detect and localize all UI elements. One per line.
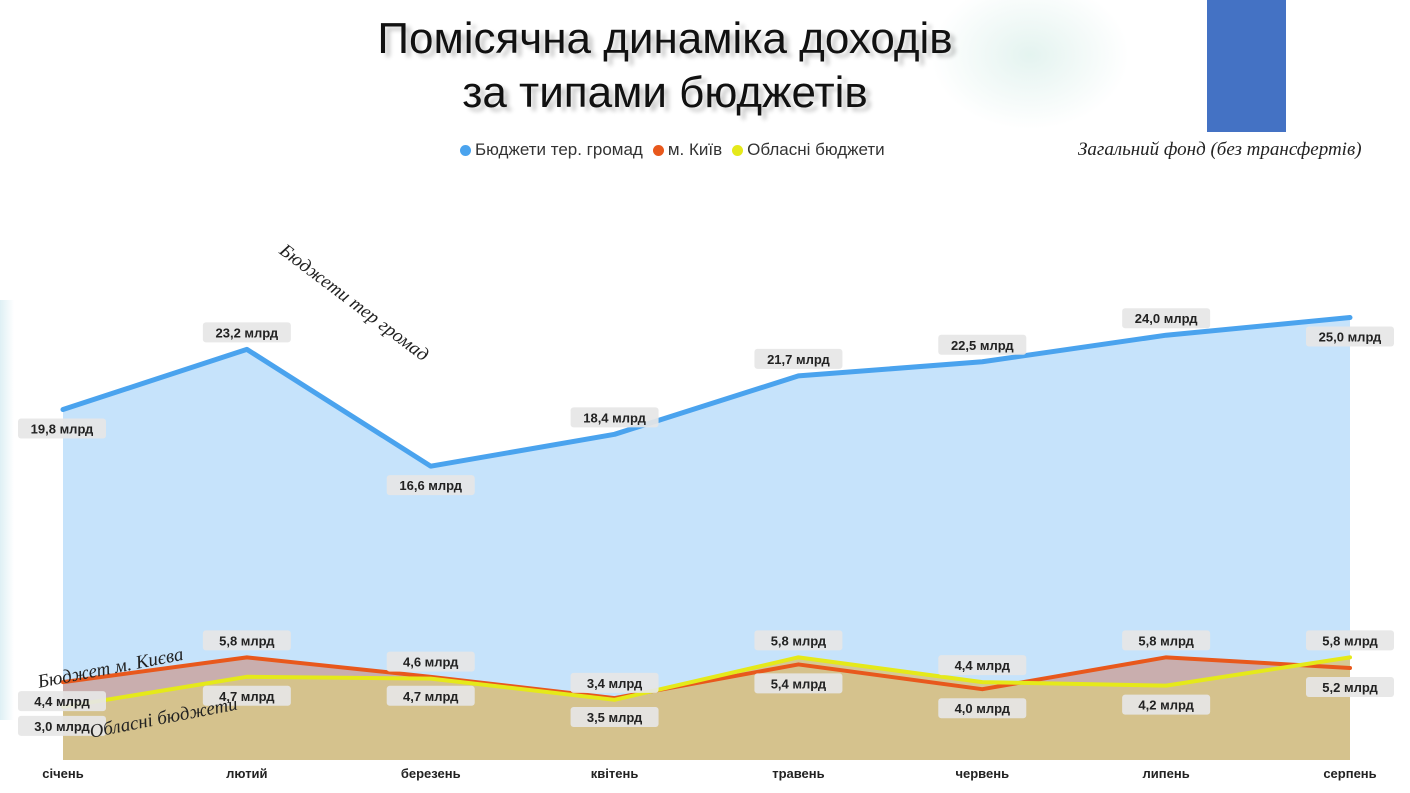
- legend-item-oblast: Обласні бюджети: [732, 140, 885, 160]
- legend-marker-kyiv: [652, 144, 664, 156]
- chart-legend: Бюджети тер. громад м. Київ Обласні бюдж…: [460, 140, 895, 160]
- line-hromady: [60, 315, 1353, 469]
- line-kyiv: [61, 655, 1352, 701]
- data-label-hromady-4: 18,4 млрд: [583, 410, 646, 425]
- data-label-oblast-4: 3,4 млрд: [587, 676, 643, 691]
- data-label-oblast-6: 4,4 млрд: [955, 658, 1011, 673]
- data-label-kyiv-8-box: [1306, 676, 1394, 697]
- data-label-oblast-4-box: [570, 672, 659, 693]
- data-label-kyiv-3-box: [386, 685, 475, 706]
- legend-item-kyiv: м. Київ: [652, 140, 723, 160]
- background-edge: [0, 300, 14, 720]
- data-label-kyiv-1: 4,4 млрд: [34, 694, 90, 709]
- x-tick-label-4: квітень: [591, 766, 639, 781]
- data-label-kyiv-7-box: [1122, 630, 1211, 651]
- data-label-oblast-7: 4,2 млрд: [1138, 698, 1194, 713]
- data-label-oblast-5-box: [754, 630, 843, 651]
- x-tick-label-8: серпень: [1323, 766, 1376, 781]
- page-title: Помісячна динаміка доходів за типами бюд…: [300, 12, 1030, 120]
- data-label-oblast-8: 5,8 млрд: [1322, 633, 1378, 648]
- data-label-hromady-5: 21,7 млрд: [767, 352, 830, 367]
- data-label-oblast-2-box: [202, 685, 291, 706]
- data-label-hromady-3: 16,6 млрд: [399, 478, 462, 493]
- data-label-hromady-8: 25,0 млрд: [1319, 330, 1382, 345]
- data-label-hromady-8-box: [1306, 326, 1394, 347]
- legend-label-hromady: Бюджети тер. громад: [475, 140, 643, 159]
- legend-label-kyiv: м. Київ: [667, 140, 723, 159]
- data-label-oblast-3-box: [386, 651, 475, 672]
- legend-marker-hromady: [460, 144, 471, 156]
- data-label-hromady-1: 19,8 млрд: [31, 422, 94, 437]
- x-tick-label-7: липень: [1143, 766, 1190, 781]
- data-label-oblast-2: 4,7 млрд: [219, 689, 275, 704]
- data-label-kyiv-1-box: [18, 691, 106, 712]
- chart-subtitle: Загальний фонд (без трансфертів): [1078, 139, 1362, 160]
- data-label-kyiv-3: 4,7 млрд: [403, 689, 459, 704]
- accent-rectangle: [1207, 0, 1286, 132]
- data-label-kyiv-4-box: [570, 707, 659, 728]
- data-label-hromady-4-box: [570, 407, 659, 428]
- line-oblast: [61, 655, 1352, 709]
- x-tick-label-5: травень: [772, 766, 824, 781]
- title-line-2: за типами бюджетів: [462, 68, 868, 117]
- data-label-kyiv-8: 5,2 млрд: [1322, 680, 1378, 695]
- data-label-hromady-6-box: [938, 334, 1027, 355]
- data-label-kyiv-6-box: [938, 698, 1027, 719]
- x-tick-label-2: лютий: [226, 766, 267, 781]
- data-label-hromady-6: 22,5 млрд: [951, 338, 1014, 353]
- data-label-oblast-8-box: [1306, 630, 1394, 651]
- data-label-hromady-3-box: [386, 475, 475, 496]
- legend-item-hromady: Бюджети тер. громад: [460, 140, 643, 160]
- data-label-kyiv-4: 3,5 млрд: [587, 710, 643, 725]
- x-tick-label-6: червень: [955, 766, 1009, 781]
- data-label-kyiv-7: 5,8 млрд: [1138, 633, 1194, 648]
- data-label-hromady-2: 23,2 млрд: [216, 325, 279, 340]
- area-hromady: [63, 317, 1350, 760]
- x-tick-label-3: березень: [401, 766, 461, 781]
- data-label-oblast-6-box: [938, 655, 1027, 676]
- data-label-kyiv-2-box: [202, 630, 291, 651]
- data-label-kyiv-6: 4,0 млрд: [955, 701, 1011, 716]
- data-label-hromady-7: 24,0 млрд: [1135, 311, 1198, 326]
- data-label-oblast-5: 5,8 млрд: [771, 633, 827, 648]
- data-label-oblast-7-box: [1122, 694, 1211, 715]
- data-label-oblast-1-box: [18, 715, 106, 736]
- background-glow: [930, 0, 1130, 130]
- legend-label-oblast: Обласні бюджети: [747, 140, 885, 159]
- data-label-hromady-7-box: [1122, 308, 1211, 329]
- data-label-oblast-1: 3,0 млрд: [34, 719, 90, 734]
- data-label-hromady-5-box: [754, 348, 843, 369]
- legend-marker-oblast: [732, 144, 744, 156]
- data-label-hromady-2-box: [202, 322, 291, 343]
- data-label-kyiv-5: 5,4 млрд: [771, 676, 827, 691]
- data-label-hromady-1-box: [18, 418, 106, 439]
- data-label-kyiv-2: 5,8 млрд: [219, 633, 275, 648]
- data-label-oblast-3: 4,6 млрд: [403, 655, 459, 670]
- x-tick-label-1: січень: [42, 766, 83, 781]
- title-line-1: Помісячна динаміка доходів: [377, 14, 953, 63]
- data-label-kyiv-5-box: [754, 673, 843, 694]
